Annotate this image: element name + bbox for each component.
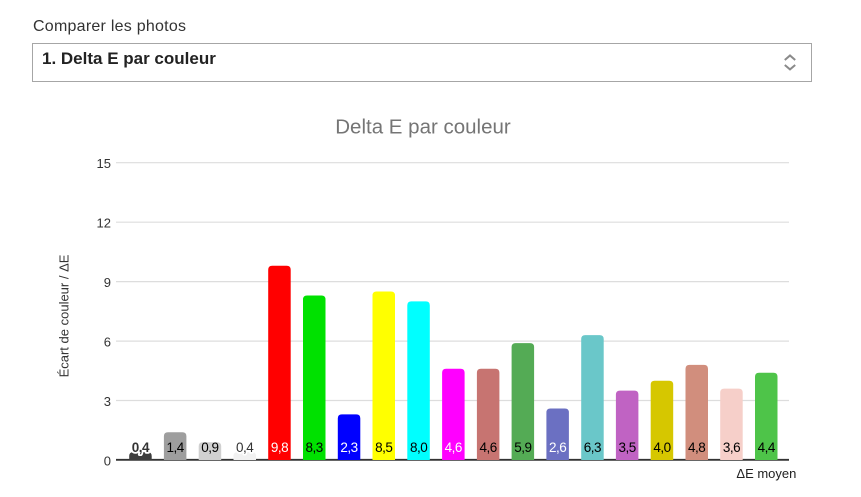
svg-text:12: 12 [97,216,111,231]
svg-text:3,5: 3,5 [619,440,636,455]
svg-text:3,6: 3,6 [723,440,740,455]
svg-text:8,5: 8,5 [375,440,392,455]
svg-text:8,3: 8,3 [306,440,323,455]
svg-text:0: 0 [104,453,111,468]
svg-text:1,4: 1,4 [167,440,185,455]
svg-text:8,0: 8,0 [410,440,427,455]
svg-text:2,3: 2,3 [340,440,357,455]
svg-text:9: 9 [104,275,111,290]
svg-text:4,8: 4,8 [688,440,705,455]
svg-text:ΔE moyen: ΔE moyen [736,466,796,481]
svg-text:9,8: 9,8 [271,440,288,455]
svg-text:15: 15 [97,156,111,171]
svg-text:4,6: 4,6 [479,440,496,455]
svg-text:Delta E par couleur: Delta E par couleur [335,116,511,139]
svg-text:Écart de couleur / ΔE: Écart de couleur / ΔE [57,254,72,377]
svg-text:0,4: 0,4 [132,440,150,455]
svg-text:5,9: 5,9 [514,440,531,455]
svg-text:0,9: 0,9 [201,440,218,455]
svg-text:6: 6 [104,334,111,349]
svg-text:0,4: 0,4 [236,440,254,455]
svg-text:3: 3 [104,394,111,409]
svg-text:4,6: 4,6 [445,440,462,455]
svg-text:4,0: 4,0 [653,440,670,455]
svg-text:2,6: 2,6 [549,440,566,455]
svg-text:6,3: 6,3 [584,440,601,455]
svg-text:4,4: 4,4 [758,440,776,455]
